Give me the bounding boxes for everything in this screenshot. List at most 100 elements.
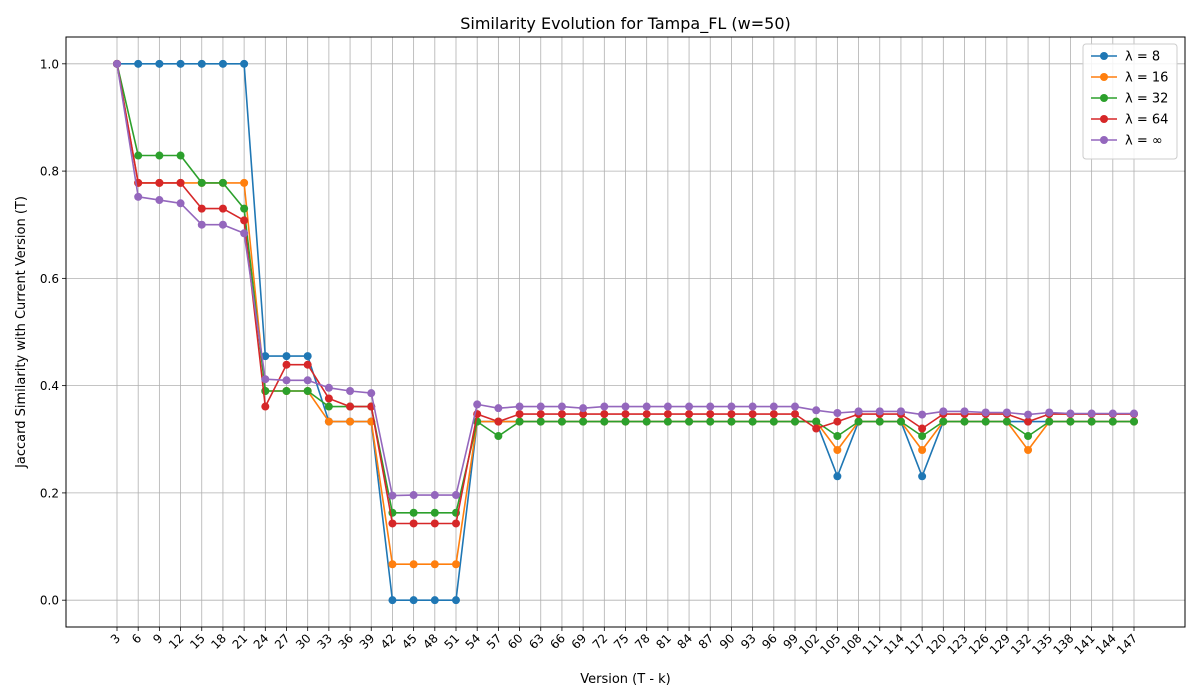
- data-point: [812, 424, 821, 433]
- data-point: [515, 410, 524, 419]
- data-point: [324, 394, 333, 403]
- data-point: [833, 472, 842, 481]
- legend-marker: [1100, 52, 1108, 60]
- legend-label: λ = 32: [1125, 92, 1168, 107]
- data-point: [981, 417, 990, 426]
- data-point: [134, 59, 143, 68]
- data-point: [303, 387, 312, 395]
- legend-item: λ = 8: [1091, 50, 1160, 65]
- data-point: [1087, 409, 1096, 418]
- legend-item: λ = 32: [1091, 92, 1168, 107]
- data-point: [621, 410, 630, 419]
- grid: [66, 37, 1185, 627]
- data-point: [642, 402, 651, 411]
- data-point: [621, 417, 630, 426]
- data-point: [409, 491, 418, 500]
- data-point: [727, 410, 736, 419]
- data-point: [113, 59, 121, 68]
- data-point: [706, 410, 715, 419]
- data-point: [303, 352, 312, 361]
- legend-marker: [1100, 94, 1108, 102]
- data-point: [346, 387, 355, 395]
- data-point: [1002, 408, 1011, 417]
- data-point: [452, 519, 460, 528]
- data-point: [261, 375, 270, 384]
- data-point: [218, 178, 227, 187]
- data-point: [769, 402, 778, 411]
- y-tick-label: 0.2: [40, 486, 59, 500]
- data-point: [218, 204, 227, 213]
- data-point: [918, 410, 927, 419]
- data-point: [494, 432, 503, 441]
- data-point: [833, 446, 842, 454]
- legend-marker: [1100, 115, 1108, 123]
- data-point: [791, 402, 799, 411]
- data-point: [388, 596, 397, 605]
- data-point: [579, 404, 588, 413]
- data-point: [812, 417, 821, 426]
- data-point: [833, 408, 842, 417]
- data-point: [769, 417, 778, 426]
- data-point: [896, 417, 905, 426]
- data-point: [452, 560, 460, 569]
- data-point: [452, 491, 460, 500]
- legend-marker: [1100, 136, 1108, 144]
- y-tick-label: 0.6: [40, 272, 59, 286]
- data-point: [896, 407, 905, 416]
- data-point: [409, 596, 418, 605]
- legend-item: λ = ∞: [1091, 134, 1163, 149]
- data-point: [367, 389, 376, 398]
- data-point: [218, 59, 227, 68]
- data-point: [240, 204, 249, 213]
- data-point: [536, 402, 545, 411]
- data-point: [791, 410, 799, 419]
- data-point: [557, 402, 566, 411]
- data-point: [240, 178, 249, 187]
- data-point: [642, 417, 651, 426]
- data-point: [663, 410, 672, 419]
- data-point: [388, 519, 397, 528]
- data-point: [1002, 417, 1011, 426]
- data-point: [430, 560, 439, 569]
- legend-label: λ = 8: [1125, 50, 1160, 65]
- y-tick-label: 0.8: [40, 165, 59, 179]
- data-point: [430, 491, 439, 500]
- data-point: [748, 417, 757, 426]
- data-point: [600, 417, 609, 426]
- data-point: [748, 402, 757, 411]
- legend-item: λ = 64: [1091, 113, 1168, 128]
- data-point: [430, 508, 439, 517]
- data-point: [282, 360, 291, 369]
- data-point: [388, 491, 397, 500]
- data-point: [557, 417, 566, 426]
- data-point: [1130, 417, 1138, 426]
- data-point: [727, 417, 736, 426]
- y-axis-label: Jaccard Similarity with Current Version …: [14, 196, 29, 469]
- y-tick-label: 1.0: [40, 57, 59, 71]
- data-point: [197, 178, 206, 187]
- data-point: [1024, 410, 1033, 419]
- data-point: [791, 417, 799, 426]
- data-point: [218, 220, 227, 229]
- data-point: [663, 417, 672, 426]
- data-point: [346, 402, 355, 411]
- legend-box: [1082, 43, 1178, 160]
- data-point: [176, 178, 185, 187]
- data-point: [388, 560, 397, 569]
- series-layer: [113, 59, 1138, 605]
- data-point: [748, 410, 757, 419]
- data-point: [282, 387, 291, 395]
- data-point: [409, 560, 418, 569]
- data-point: [155, 178, 164, 187]
- data-point: [706, 417, 715, 426]
- data-point: [324, 402, 333, 411]
- data-point: [473, 400, 482, 409]
- data-point: [1024, 432, 1033, 441]
- data-point: [282, 352, 291, 361]
- data-point: [557, 410, 566, 419]
- data-point: [621, 402, 630, 411]
- data-point: [685, 402, 694, 411]
- data-point: [536, 410, 545, 419]
